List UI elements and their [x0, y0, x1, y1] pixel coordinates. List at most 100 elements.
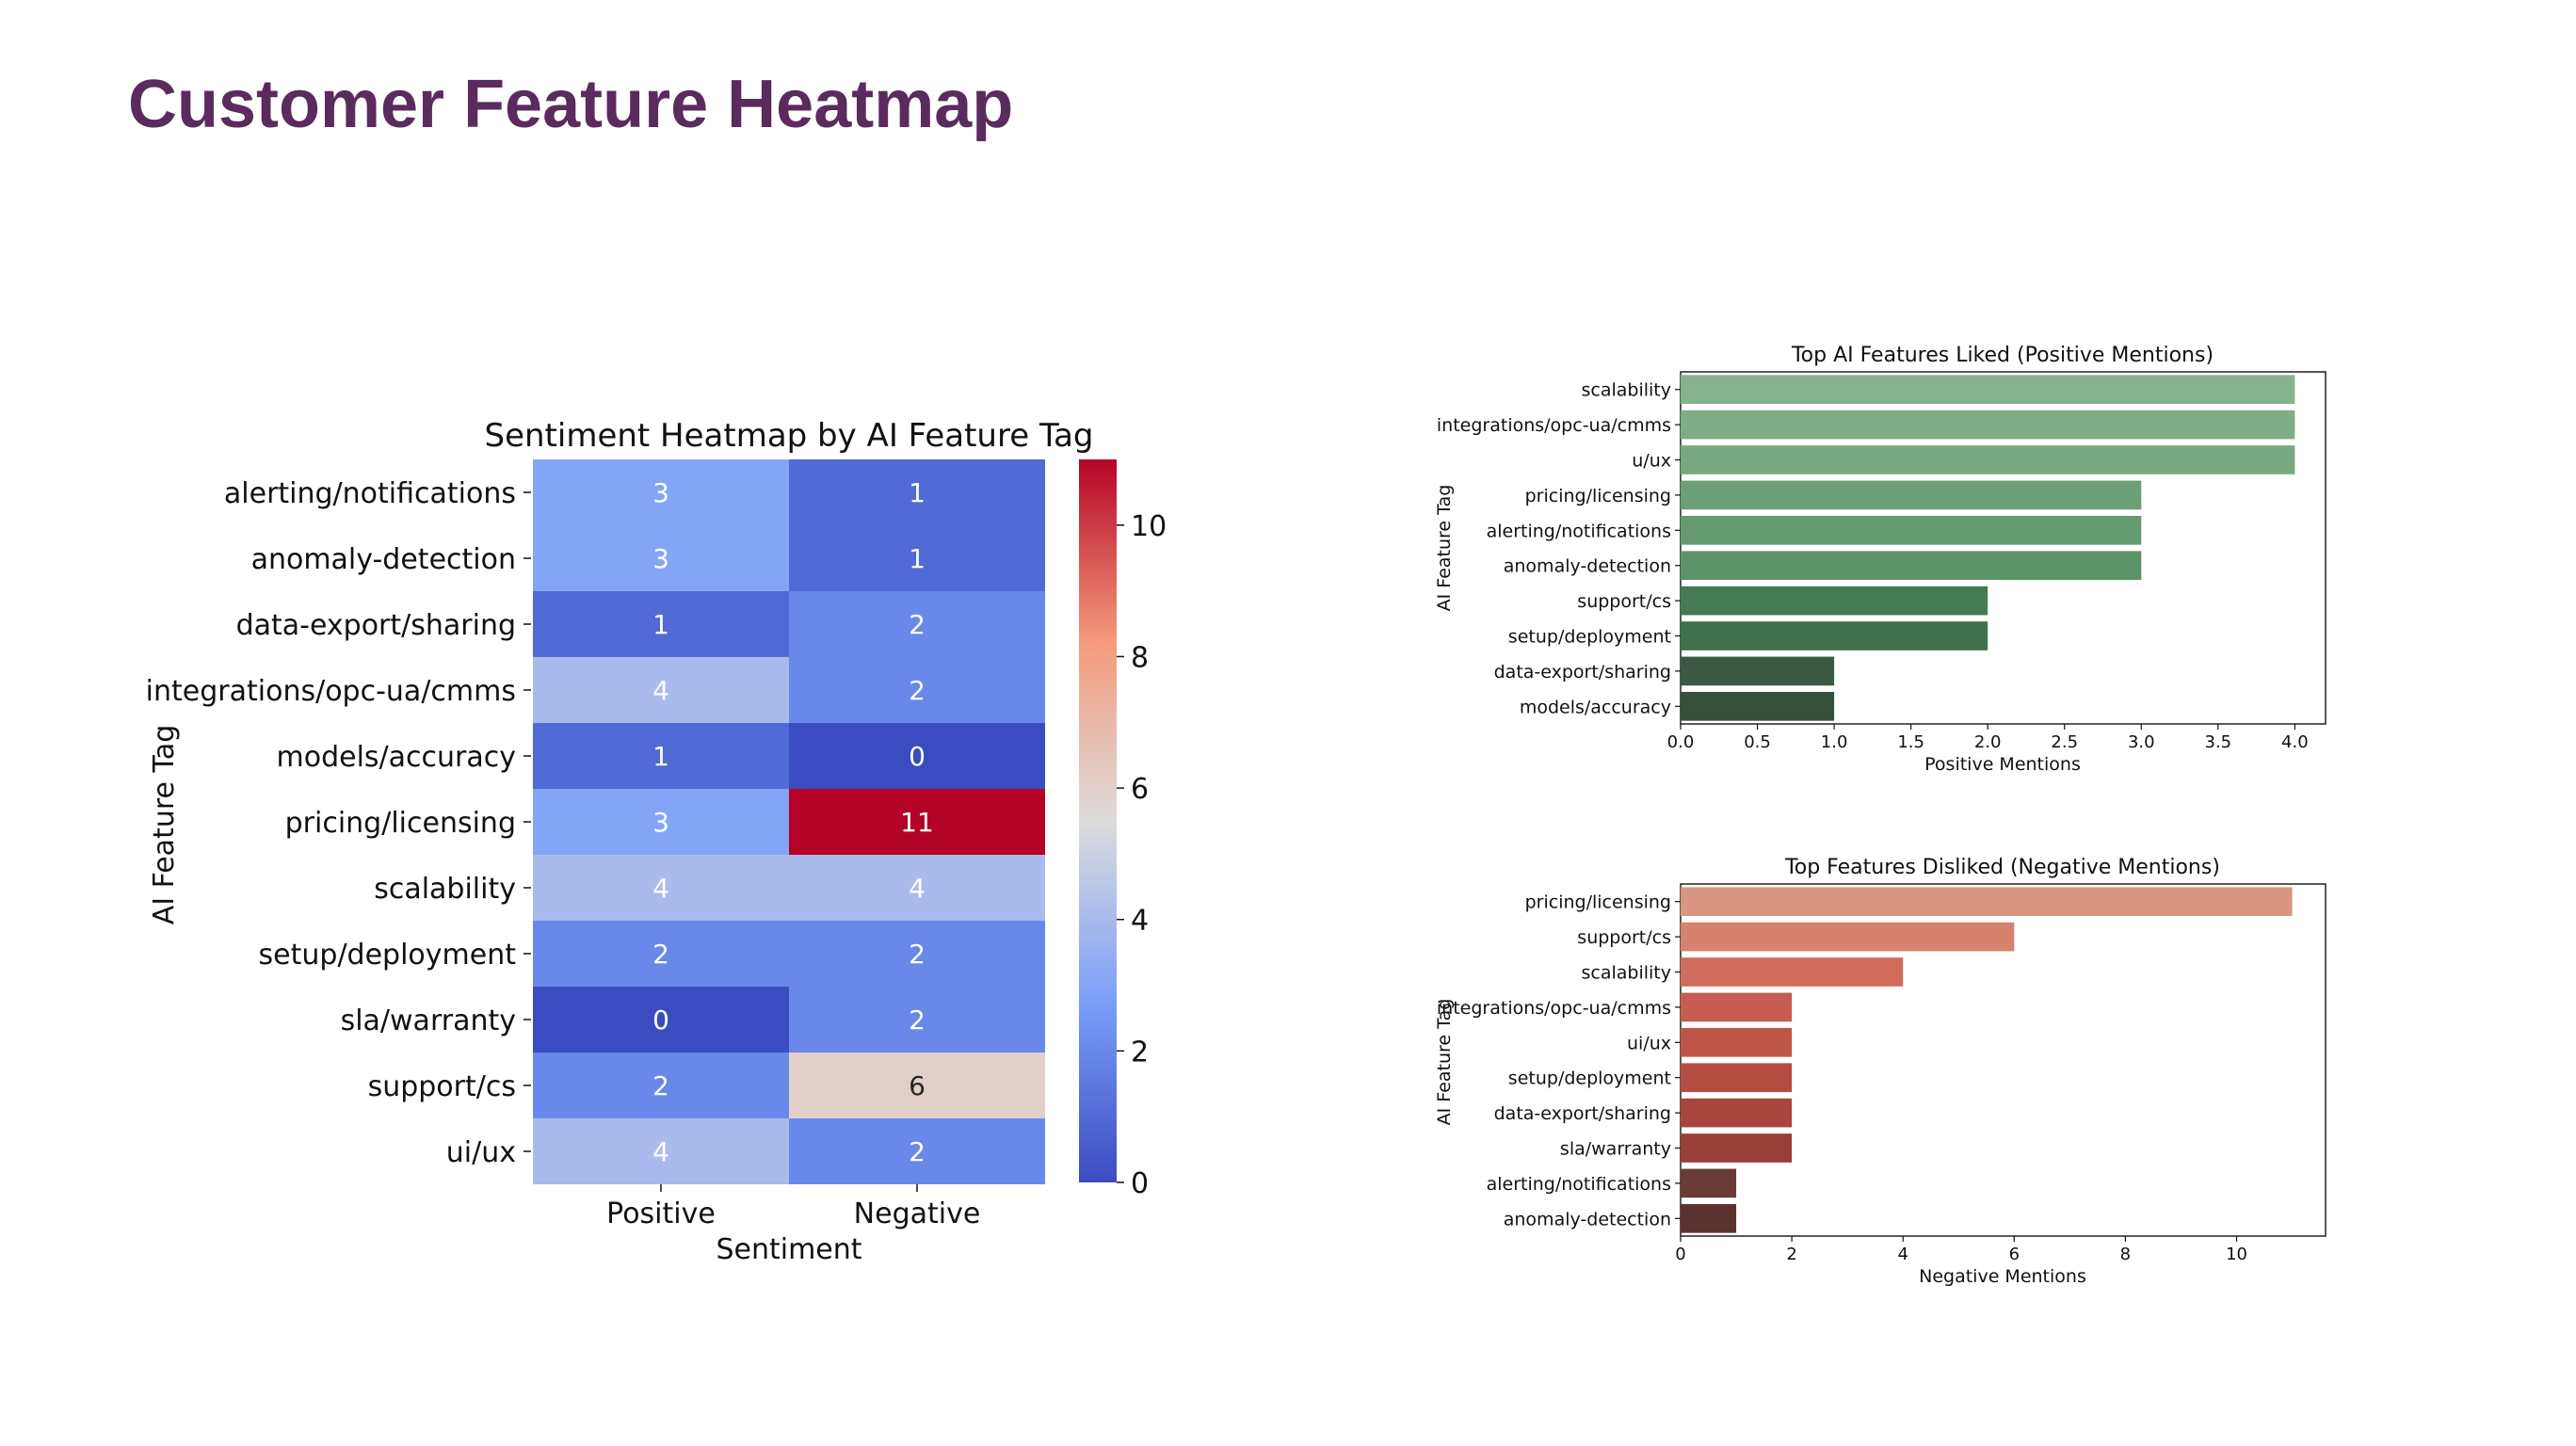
- positive-category-label: u/ux: [1632, 451, 1671, 472]
- heatmap-row-label: sla/warranty: [341, 1004, 516, 1037]
- heatmap-row-label: pricing/licensing: [285, 807, 516, 840]
- heatmap-row-label: alerting/notifications: [224, 477, 516, 510]
- negative-x-tick-label: 6: [2009, 1245, 2020, 1264]
- colorbar-tick-label: 2: [1131, 1036, 1149, 1068]
- positive-x-tick-label: 4.0: [2281, 732, 2309, 752]
- negative-category-label: setup/deployment: [1508, 1068, 1671, 1089]
- positive-bar: [1681, 586, 1988, 616]
- heatmap-cell-value: 2: [909, 675, 926, 706]
- heatmap-cell-value: 2: [652, 1070, 669, 1101]
- heatmap-x-axis-label: Sentiment: [716, 1233, 861, 1266]
- heatmap-cell: [789, 525, 1045, 591]
- positive-category-label: pricing/licensing: [1525, 486, 1671, 506]
- negative-category-label: ui/ux: [1627, 1033, 1671, 1053]
- heatmap-cell-value: 1: [909, 543, 926, 574]
- positive-x-tick-label: 2.5: [2051, 732, 2078, 752]
- positive-bar: [1681, 691, 1835, 721]
- heatmap-cell: [533, 1118, 789, 1184]
- negative-category-label: anomaly-detection: [1504, 1209, 1671, 1229]
- heatmap-cell: [789, 1118, 1045, 1184]
- colorbar-tick-label: 0: [1131, 1167, 1149, 1200]
- heatmap-cell: [533, 591, 789, 657]
- negative-bar: [1681, 1063, 1793, 1093]
- negative-x-axis-label: Negative Mentions: [1919, 1266, 2086, 1287]
- negative-bar: [1681, 887, 2293, 917]
- positive-x-tick-label: 0.5: [1744, 732, 1771, 752]
- heatmap-cell-value: 1: [652, 609, 669, 640]
- positive-y-axis-label: AI Feature Tag: [1434, 485, 1455, 612]
- negative-category-label: integrations/opc-ua/cmms: [1437, 998, 1671, 1019]
- negative-bar: [1681, 992, 1793, 1022]
- heatmap-cell-value: 0: [652, 1004, 669, 1036]
- heatmap-cell: [789, 789, 1045, 855]
- positive-x-tick-label: 1.5: [1897, 732, 1924, 752]
- heatmap-cell-value: 4: [652, 1136, 669, 1167]
- heatmap-cell: [533, 657, 789, 723]
- colorbar-tick-label: 4: [1131, 905, 1149, 938]
- positive-bar: [1681, 445, 2295, 474]
- positive-bar: [1681, 656, 1835, 686]
- heatmap-cell: [789, 459, 1045, 525]
- negative-category-label: alerting/notifications: [1487, 1174, 1671, 1195]
- heatmap-cell-value: 6: [909, 1070, 926, 1101]
- positive-category-label: data-export/sharing: [1494, 662, 1671, 683]
- negative-category-label: support/cs: [1577, 927, 1671, 948]
- positive-bar: [1681, 551, 2142, 581]
- heatmap-cell-value: 3: [652, 477, 669, 508]
- positive-bar: [1681, 375, 2295, 405]
- heatmap-cell-value: 4: [652, 873, 669, 904]
- heatmap-cell-value: 1: [652, 741, 669, 772]
- heatmap-cell-value: 2: [909, 1136, 926, 1167]
- heatmap-cell-value: 4: [909, 873, 926, 904]
- negative-y-axis-label: AI Feature Tag: [1434, 999, 1455, 1126]
- heatmap-y-axis-label: AI Feature Tag: [148, 725, 181, 925]
- heatmap-col-label: Positive: [606, 1197, 716, 1230]
- colorbar-tick-label: 8: [1131, 641, 1149, 674]
- heatmap-cell-value: 3: [652, 807, 669, 838]
- negative-chart-title: Top Features Disliked (Negative Mentions…: [1784, 856, 2220, 879]
- heatmap-cell-value: 2: [909, 609, 926, 640]
- heatmap-cell: [533, 1052, 789, 1118]
- negative-bar: [1681, 1203, 1737, 1233]
- heatmap-row-label: support/cs: [368, 1070, 516, 1103]
- heatmap-cell: [789, 723, 1045, 789]
- negative-bar: [1681, 1133, 1793, 1163]
- heatmap-cell: [533, 459, 789, 525]
- heatmap-cell: [533, 921, 789, 987]
- heatmap-cell: [789, 591, 1045, 657]
- positive-chart-title: Top AI Features Liked (Positive Mentions…: [1791, 344, 2214, 367]
- heatmap-cell-value: 2: [909, 939, 926, 970]
- heatmap-cell: [789, 921, 1045, 987]
- colorbar-tick-label: 6: [1131, 773, 1149, 806]
- heatmap-row-label: integrations/opc-ua/cmms: [146, 675, 516, 708]
- colorbar-tick-label: 10: [1131, 510, 1167, 543]
- heatmap-cell: [533, 987, 789, 1052]
- positive-category-label: alerting/notifications: [1487, 521, 1671, 541]
- heatmap-col-label: Negative: [854, 1197, 981, 1230]
- heatmap-row-label: data-export/sharing: [236, 609, 516, 642]
- positive-plot-frame: [1680, 371, 2326, 725]
- positive-category-label: setup/deployment: [1508, 627, 1671, 648]
- heatmap-cell: [533, 789, 789, 855]
- positive-x-axis-label: Positive Mentions: [1924, 754, 2081, 775]
- negative-bar: [1681, 1168, 1737, 1198]
- heatmap-cell: [533, 525, 789, 591]
- negative-x-tick-label: 8: [2120, 1245, 2131, 1264]
- heatmap-cell: [533, 855, 789, 921]
- negative-plot-frame: [1680, 883, 2326, 1237]
- positive-x-tick-label: 1.0: [1821, 732, 1848, 752]
- positive-bar: [1681, 621, 1988, 651]
- negative-category-label: scalability: [1581, 963, 1671, 984]
- heatmap-cell: [789, 657, 1045, 723]
- heatmap-cell-value: 2: [909, 1004, 926, 1036]
- positive-category-label: anomaly-detection: [1504, 556, 1671, 577]
- positive-x-tick-label: 0.0: [1667, 732, 1695, 752]
- negative-category-label: pricing/licensing: [1525, 892, 1671, 913]
- heatmap-row-label: anomaly-detection: [251, 543, 516, 576]
- heatmap-cell-value: 3: [652, 543, 669, 574]
- heatmap-cell: [533, 723, 789, 789]
- heatmap-cell: [789, 1052, 1045, 1118]
- negative-category-label: sla/warranty: [1560, 1139, 1671, 1160]
